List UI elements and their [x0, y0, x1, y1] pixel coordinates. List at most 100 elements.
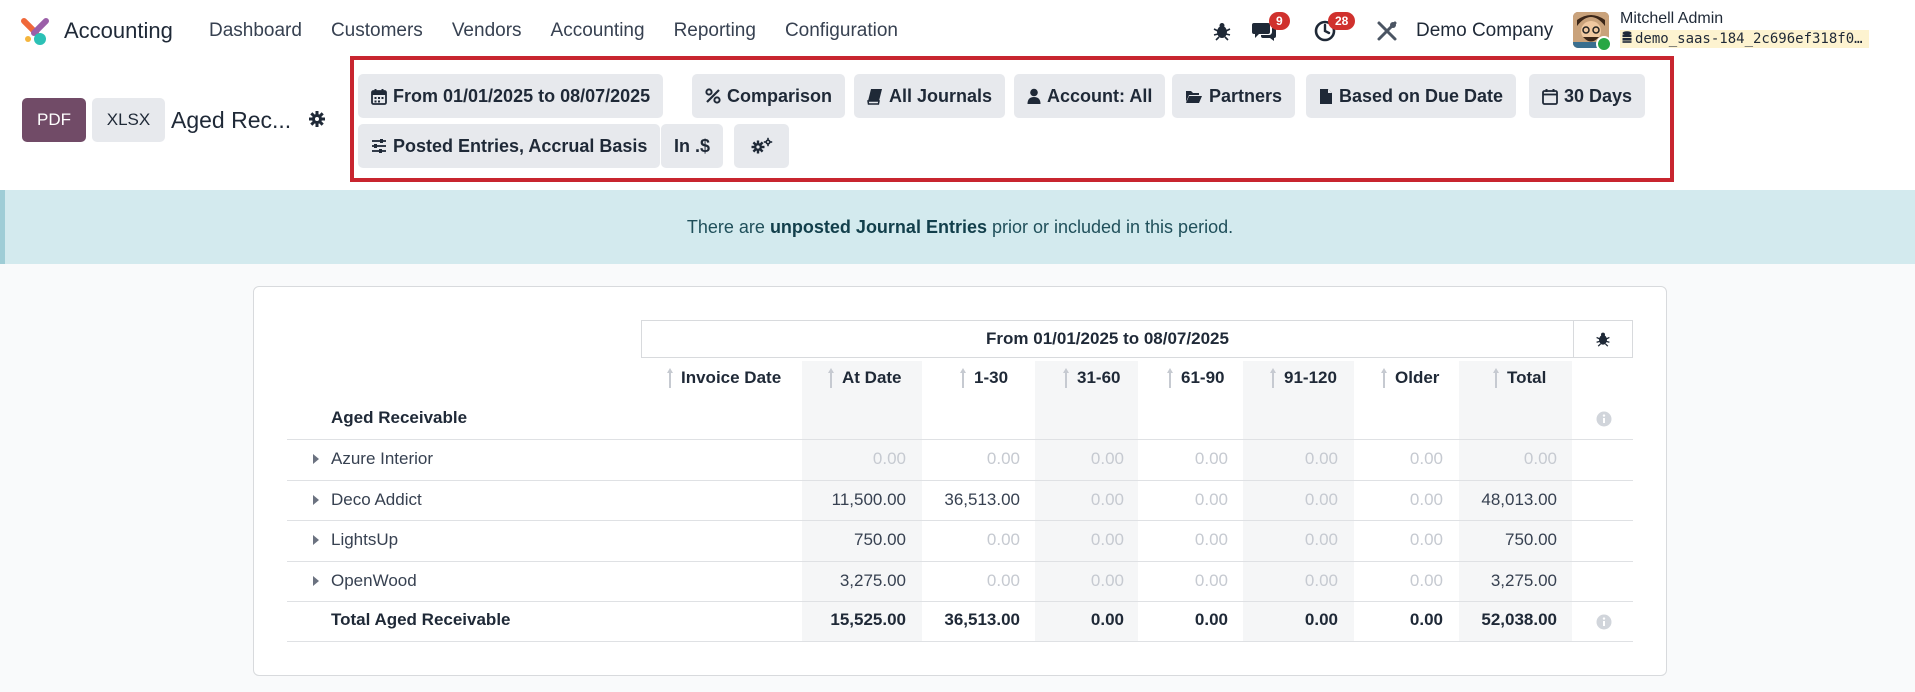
partner-name: LightsUp: [331, 530, 399, 549]
cell-1-30: 0.00: [986, 530, 1020, 549]
sort-icon: [1493, 368, 1499, 388]
cell-61-90: 0.00: [1194, 530, 1228, 549]
based-on-label: Based on Due Date: [1339, 85, 1504, 106]
caret-right-icon: [313, 495, 319, 505]
entries-options-button[interactable]: Posted Entries, Accrual Basis: [358, 124, 661, 168]
percent-icon: [705, 88, 721, 104]
currency-button[interactable]: In .$: [661, 124, 724, 168]
filter-highlight-box: [350, 56, 1674, 182]
column-header-invoice-date-label: Invoice Date: [681, 368, 782, 387]
interval-button[interactable]: 30 Days: [1529, 74, 1646, 118]
user-icon: [1027, 88, 1041, 104]
cell-at-date: 3,275.00: [839, 571, 906, 590]
column-header-61-90[interactable]: 61-90: [1167, 368, 1224, 388]
settings-options-button[interactable]: [734, 124, 789, 168]
column-header-invoice-date[interactable]: Invoice Date: [667, 368, 781, 388]
menu-vendors[interactable]: Vendors: [451, 20, 522, 41]
column-header-91-120[interactable]: 91-120: [1270, 368, 1337, 388]
accounting-app-icon[interactable]: [20, 17, 50, 47]
database-icon: [1622, 31, 1632, 43]
user-name[interactable]: Mitchell Admin: [1620, 10, 1724, 27]
total-61-90: 0.00: [1194, 610, 1228, 629]
column-header-total-label: Total: [1507, 368, 1547, 387]
column-header-61-90-label: 61-90: [1181, 368, 1225, 387]
database-name: demo_saas-184_2c696ef318f0…: [1620, 30, 1869, 48]
book-icon: [867, 88, 882, 105]
total-older: 0.00: [1409, 610, 1443, 629]
page-title: Aged Rec...: [171, 107, 292, 133]
column-header-older[interactable]: Older: [1381, 368, 1439, 388]
total-row-label: Total Aged Receivable: [331, 610, 511, 629]
journals-filter-button[interactable]: All Journals: [854, 74, 1006, 118]
total-total: 52,038.00: [1481, 610, 1557, 629]
menu-customers[interactable]: Customers: [330, 20, 423, 41]
cogs-icon: [751, 137, 772, 154]
column-header-1-30[interactable]: 1-30: [960, 368, 1008, 388]
sort-icon: [667, 368, 673, 388]
menu-configuration[interactable]: Configuration: [784, 20, 898, 41]
entries-options-label: Posted Entries, Accrual Basis: [393, 135, 648, 156]
pdf-button[interactable]: PDF: [22, 98, 86, 142]
cell-91-120: 0.00: [1304, 530, 1338, 549]
column-header-31-60-label: 31-60: [1077, 368, 1121, 387]
info-icon[interactable]: [1596, 411, 1612, 427]
table-row-deco-addict[interactable]: Deco Addict: [313, 490, 422, 510]
total-91-120: 0.00: [1304, 610, 1338, 629]
menu-accounting[interactable]: Accounting: [550, 20, 645, 41]
partner-name: OpenWood: [331, 571, 417, 590]
sort-icon: [1270, 368, 1276, 388]
xlsx-button[interactable]: XLSX: [92, 98, 165, 142]
cell-total: 0.00: [1523, 449, 1557, 468]
cell-total: 48,013.00: [1481, 490, 1557, 509]
caret-right-icon: [313, 454, 319, 464]
sort-icon: [1063, 368, 1069, 388]
database-label: demo_saas-184_2c696ef318f0…: [1635, 31, 1863, 47]
info-icon[interactable]: [1596, 614, 1612, 630]
account-filter-button[interactable]: Account: All: [1014, 74, 1166, 118]
caret-right-icon: [313, 535, 319, 545]
cell-at-date: 750.00: [854, 530, 906, 549]
cell-61-90: 0.00: [1194, 449, 1228, 468]
column-header-1-30-label: 1-30: [974, 368, 1009, 387]
folder-open-icon: [1186, 90, 1202, 103]
cell-61-90: 0.00: [1194, 490, 1228, 509]
calendar-outline-icon: [1542, 88, 1558, 105]
row-divider: [287, 601, 1633, 602]
cell-1-30: 0.00: [986, 571, 1020, 590]
cell-31-60: 0.00: [1090, 490, 1124, 509]
period-header: From 01/01/2025 to 08/07/2025: [641, 320, 1574, 358]
cell-older: 0.00: [1409, 530, 1443, 549]
total-at-date: 15,525.00: [830, 610, 906, 629]
settings-tools-icon[interactable]: [1376, 0, 1398, 62]
date-filter-button[interactable]: From 01/01/2025 to 08/07/2025: [358, 74, 664, 118]
table-row-lightsup[interactable]: LightsUp: [313, 530, 398, 550]
account-filter-label: Account: All: [1047, 85, 1153, 106]
online-status-icon: [1596, 36, 1612, 52]
table-row-azure-interior[interactable]: Azure Interior: [313, 449, 433, 469]
column-header-91-120-label: 91-120: [1284, 368, 1337, 387]
debug-icon[interactable]: [1212, 0, 1232, 62]
unposted-entries-link[interactable]: unposted Journal Entries: [769, 216, 987, 237]
partners-filter-button[interactable]: Partners: [1172, 74, 1296, 118]
app-name[interactable]: Accounting: [64, 18, 173, 43]
caret-right-icon: [313, 576, 319, 586]
based-on-button[interactable]: Based on Due Date: [1306, 74, 1517, 118]
messages-icon[interactable]: [1251, 0, 1277, 62]
sliders-icon: [372, 139, 386, 153]
row-divider: [287, 520, 1633, 521]
menu-reporting[interactable]: Reporting: [673, 20, 756, 41]
cell-91-120: 0.00: [1304, 490, 1338, 509]
column-band-91-120: [1243, 361, 1354, 641]
company-switcher[interactable]: Demo Company: [1416, 20, 1554, 41]
table-row-openwood[interactable]: OpenWood: [313, 571, 417, 591]
sort-icon: [1167, 368, 1173, 388]
gear-icon[interactable]: [308, 110, 326, 128]
column-header-total[interactable]: Total: [1493, 368, 1546, 388]
column-header-at-date[interactable]: At Date: [828, 368, 902, 388]
menu-dashboard[interactable]: Dashboard: [209, 20, 302, 41]
comparison-button[interactable]: Comparison: [692, 74, 846, 118]
period-debug-icon[interactable]: [1573, 320, 1633, 358]
total-31-60: 0.00: [1090, 610, 1124, 629]
alert-prefix: There are: [686, 216, 765, 237]
column-header-31-60[interactable]: 31-60: [1063, 368, 1120, 388]
